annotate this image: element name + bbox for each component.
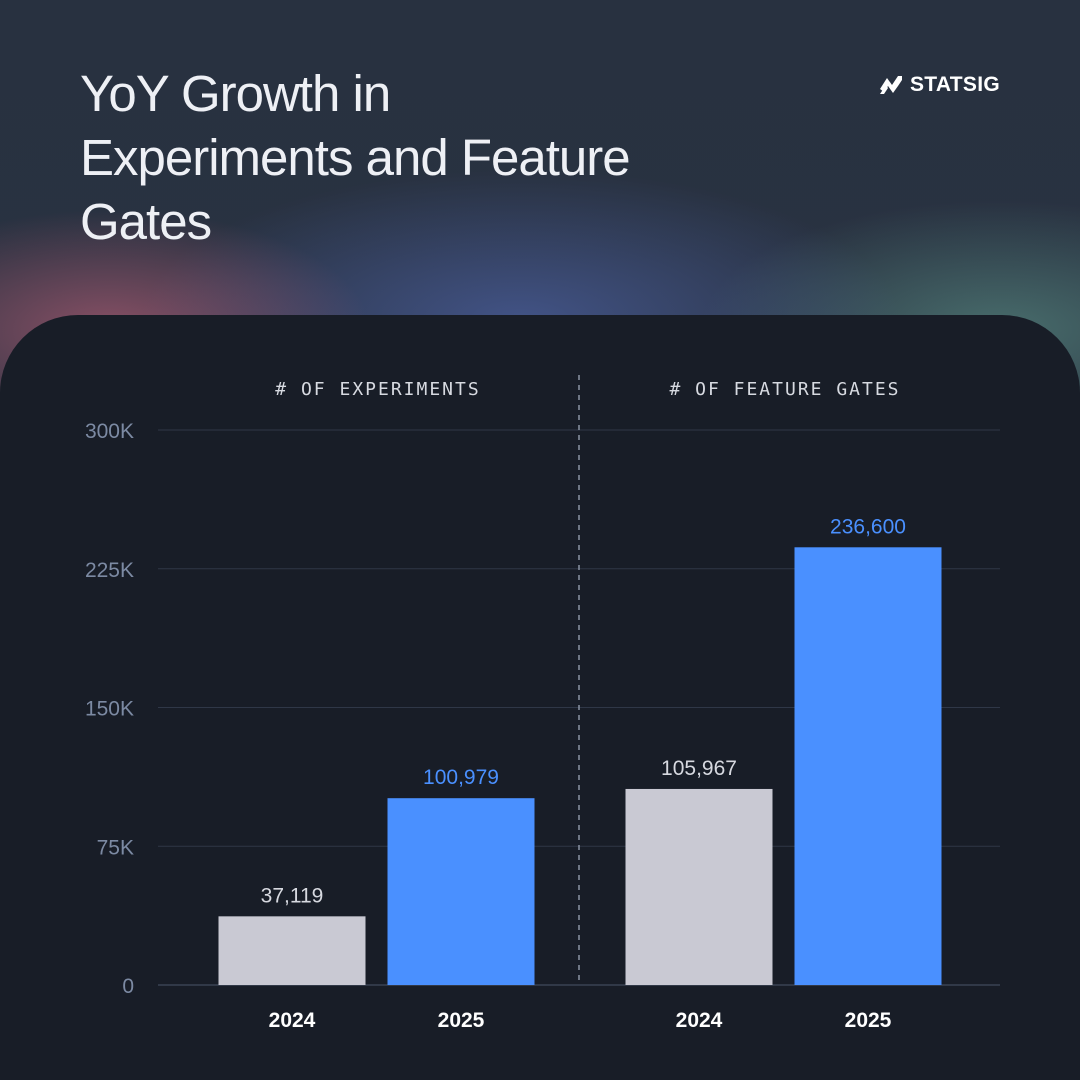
data-label: 100,979 [423,766,499,789]
bar-chart: 300K 225K 150K 75K 0 # OF EXPERIMENTS 37,119 20… [85,375,1000,1032]
x-tick-label: 2025 [438,1009,485,1032]
y-tick-label: 225K [85,559,134,582]
page-title: YoY Growth in Experiments and Feature Ga… [80,65,631,250]
x-tick-label: 2024 [269,1009,316,1032]
bar-2024 [625,788,773,985]
x-tick-label: 2024 [676,1009,723,1032]
statsig-logo-icon [880,76,902,94]
bar-2025 [794,547,942,985]
data-label: 37,119 [261,884,324,907]
panel-title: # OF EXPERIMENTS [275,379,480,400]
bar-2024 [218,916,366,985]
y-tick-label: 75K [97,836,134,859]
y-tick-label: 0 [122,975,134,998]
brand-logo: STATSIG [878,70,1000,100]
bar-2025 [387,798,535,985]
data-label: 105,967 [661,757,737,780]
brand-name: STATSIG [910,73,1000,96]
x-tick-label: 2025 [845,1009,892,1032]
chart-panel: 300K 225K 150K 75K 0 # OF EXPERIMENTS 37,119 20… [0,315,1080,1080]
data-label: 236,600 [830,515,906,538]
y-tick-label: 150K [85,698,134,721]
y-tick-label: 300K [85,420,134,443]
panel-title: # OF FEATURE GATES [669,379,900,400]
